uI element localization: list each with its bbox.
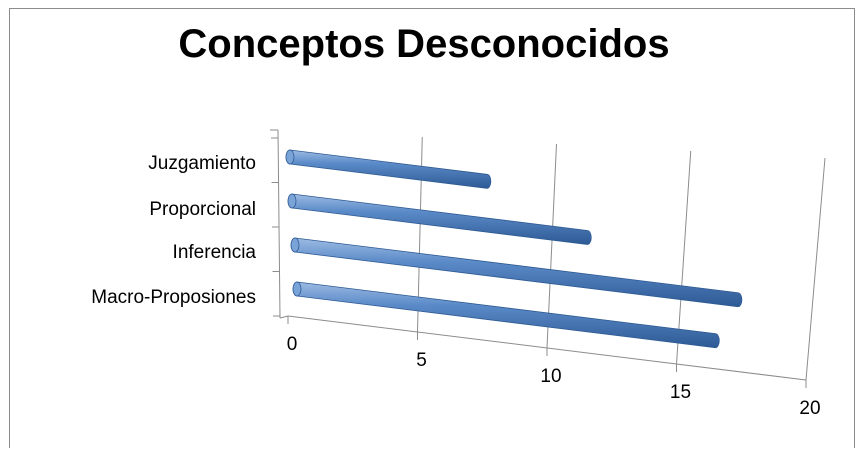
x-tick-label: 20 <box>799 398 820 419</box>
x-tick-label: 10 <box>540 366 561 387</box>
bar-proporcional <box>287 193 592 245</box>
bar-cap <box>287 193 297 209</box>
gridline <box>805 157 826 381</box>
floor-corner <box>279 315 289 319</box>
category-label: Macro-Proposiones <box>91 287 256 308</box>
category-label: Inferencia <box>173 242 257 263</box>
y-axis-line <box>277 129 281 319</box>
chart-frame <box>9 8 855 448</box>
category-label: Proporcional <box>149 199 256 220</box>
gridline <box>676 150 692 365</box>
x-tick-label: 15 <box>670 382 691 403</box>
chart-title: Conceptos Desconocidos <box>178 22 670 66</box>
bar-cap <box>285 149 295 165</box>
bar-cap <box>292 281 302 297</box>
bar-juzgamiento <box>285 149 492 189</box>
label-layer: 0 5 10 15 20 Juzgamiento Proporcional Inferenci… <box>91 153 820 419</box>
x-tick-label: 0 <box>287 334 298 355</box>
axis-layer <box>270 129 807 388</box>
bar-cap <box>290 237 300 253</box>
x-tick-label: 5 <box>416 350 427 371</box>
bar-layer <box>285 149 743 349</box>
category-label: Juzgamiento <box>148 153 256 174</box>
x-axis-line <box>287 315 807 381</box>
